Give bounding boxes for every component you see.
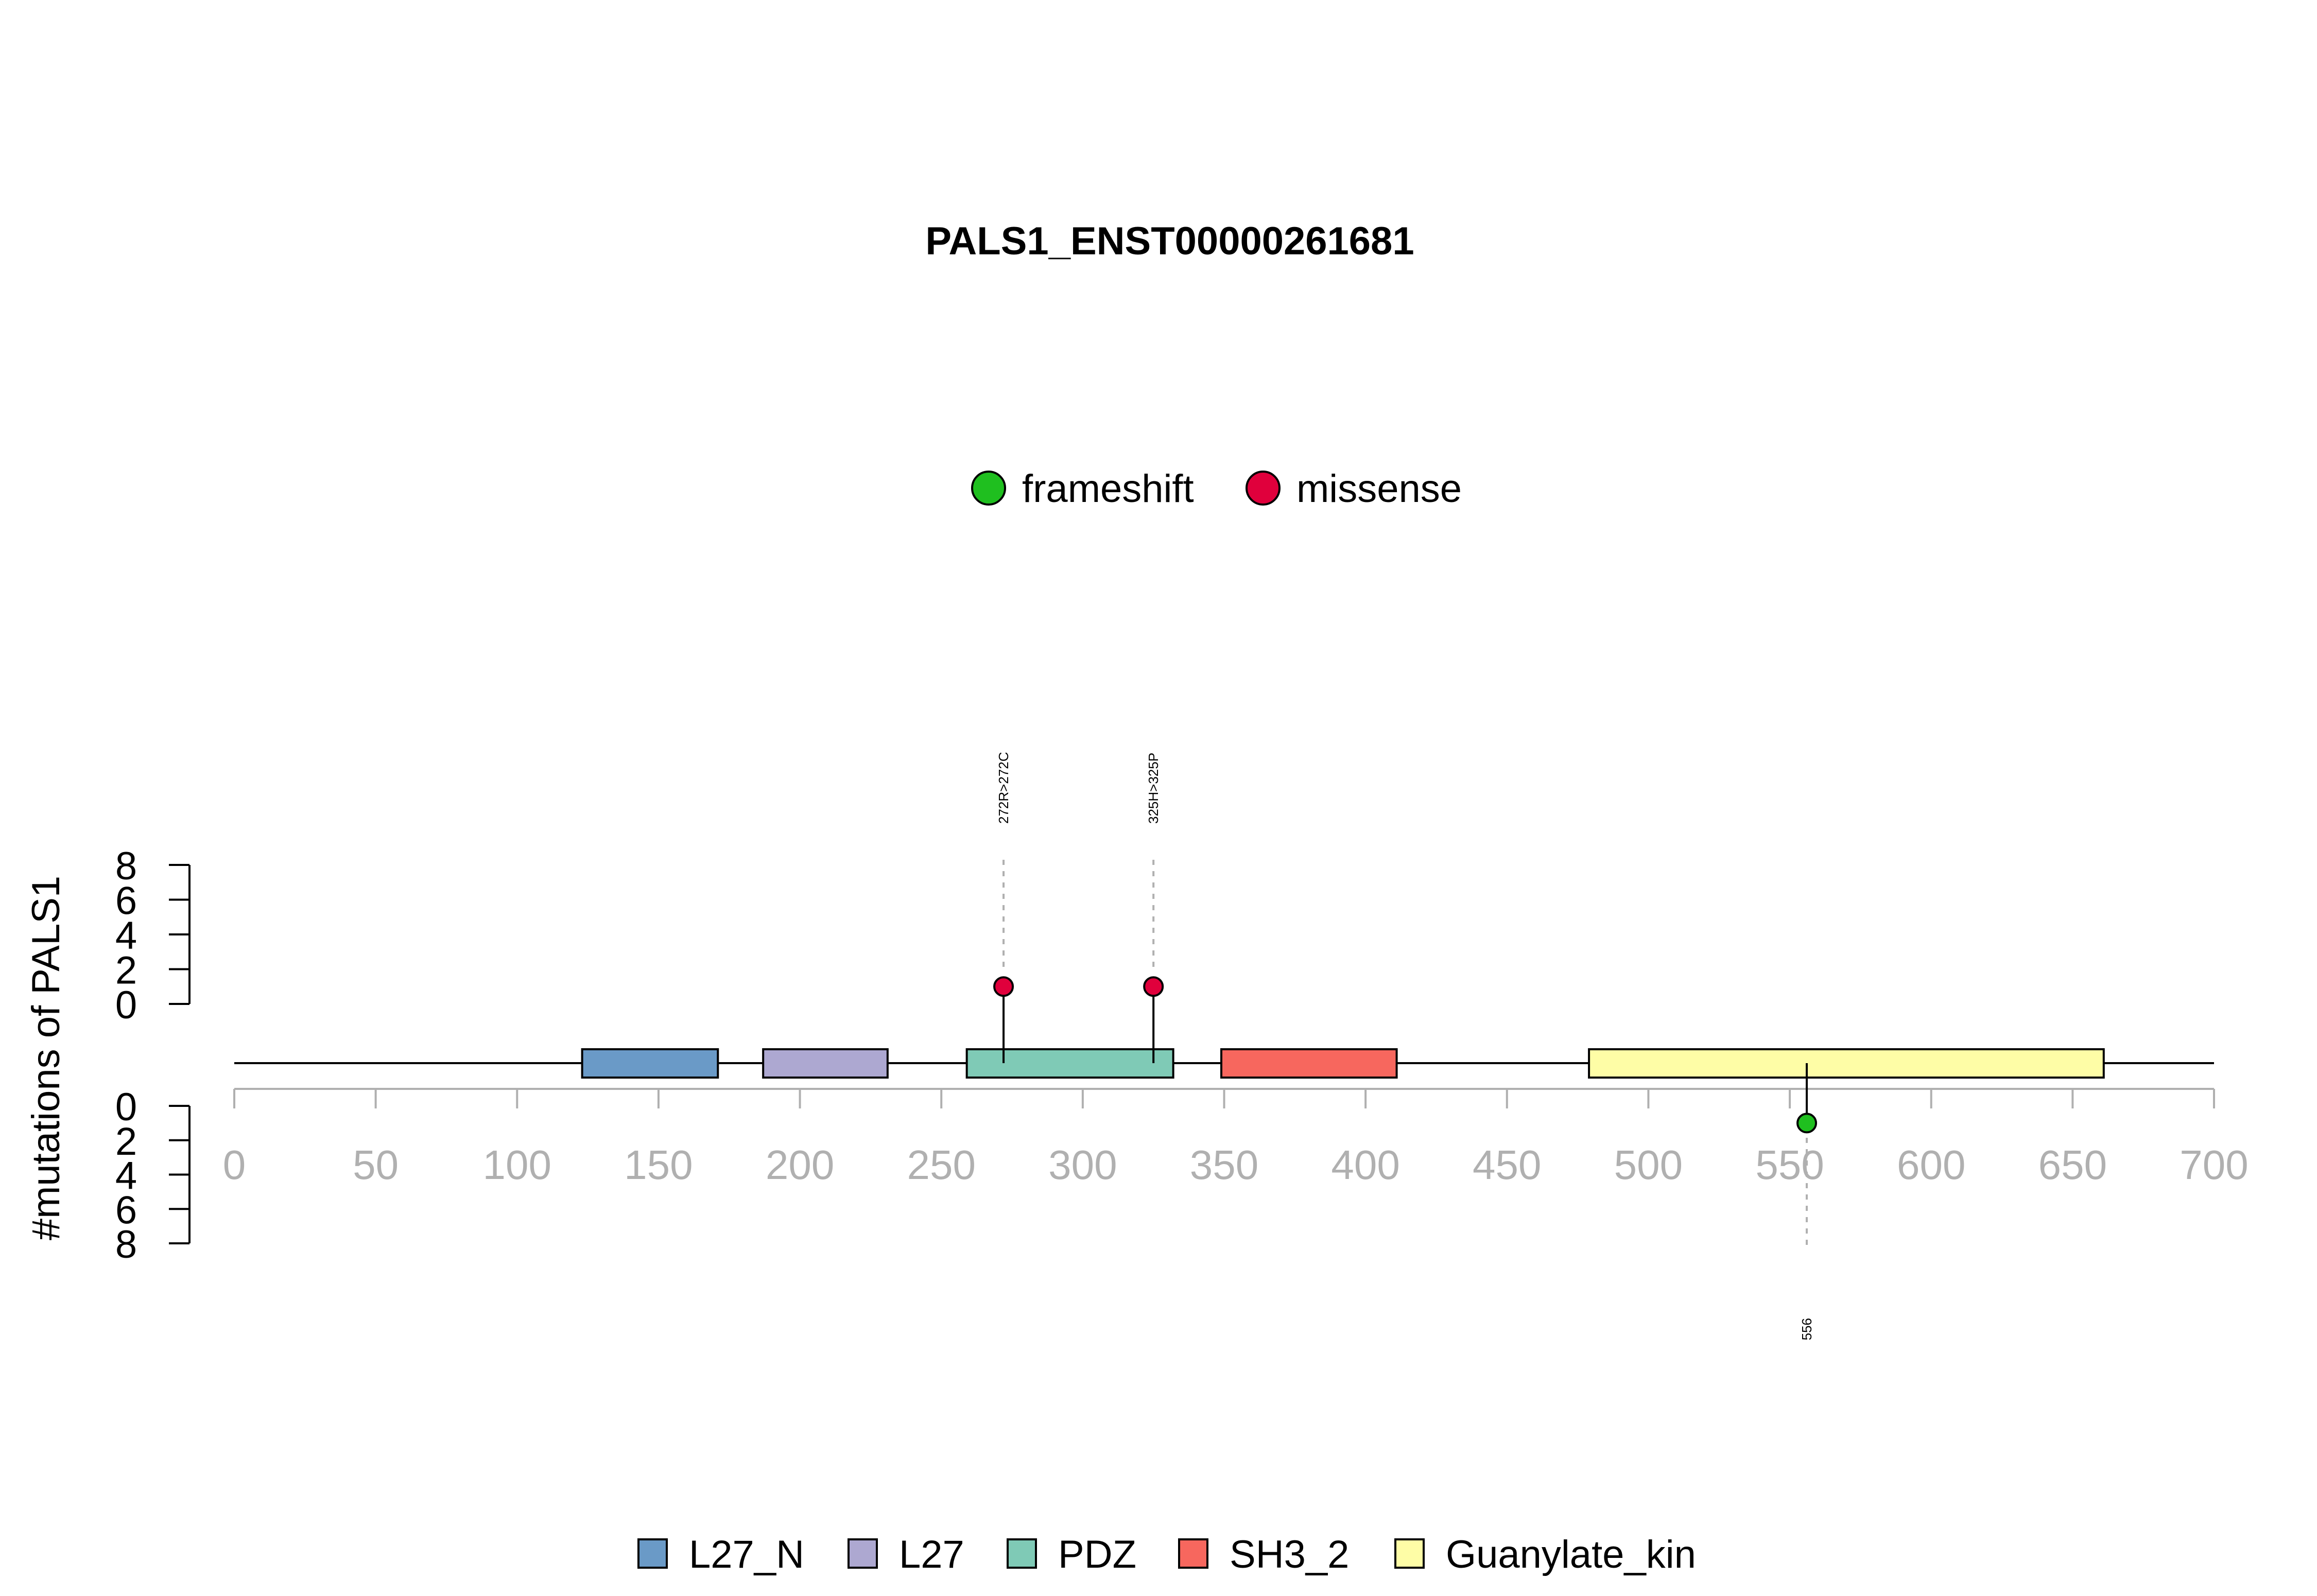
- domain-legend-swatch: [1394, 1538, 1425, 1569]
- domain-legend-swatch: [1007, 1538, 1037, 1569]
- domain-legend-label: PDZ: [1058, 1533, 1136, 1576]
- y-tick-label-bottom: 0: [115, 1085, 137, 1129]
- x-tick-label: 600: [1897, 1142, 1965, 1188]
- domain-track: [581, 1048, 2105, 1079]
- y-tick-label-bottom: 8: [115, 1223, 137, 1267]
- domain-guanylate-kin: [1588, 1048, 2105, 1079]
- mutation-272: 272R>272C: [993, 752, 1014, 1063]
- x-tick-label: 200: [766, 1142, 834, 1188]
- y-tick-label-top: 2: [115, 949, 137, 993]
- legend-label-missense: missense: [1296, 467, 1462, 511]
- mutation-lollipops: 272R>272C 325H>325P 556: [993, 752, 1818, 1340]
- y-tick-label-top: 0: [115, 983, 137, 1027]
- domain-legend: L27_N L27 PDZ SH3_2 Guanylate_kin: [637, 1533, 1696, 1576]
- legend-marker-missense: [1246, 471, 1281, 506]
- mutation-325: 325H>325P: [1143, 753, 1164, 1063]
- mutation-head: [1796, 1113, 1818, 1134]
- y-tick-label-bottom: 4: [115, 1154, 137, 1198]
- domain-l27: [762, 1048, 889, 1079]
- mutation-head: [1143, 976, 1164, 997]
- x-tick-label: 550: [1755, 1142, 1824, 1188]
- x-tick-label: 50: [353, 1142, 399, 1188]
- mutation-label: 556: [1799, 1318, 1814, 1340]
- domain-legend-swatch: [848, 1538, 878, 1569]
- x-tick-label: 150: [624, 1142, 693, 1188]
- mutation-label: 272R>272C: [996, 752, 1011, 824]
- y-tick-label-top: 6: [115, 879, 137, 923]
- domain-sh3-2: [1220, 1048, 1398, 1079]
- x-tick-label: 250: [907, 1142, 975, 1188]
- x-tick-label: 350: [1190, 1142, 1258, 1188]
- x-tick-label: 700: [2180, 1142, 2248, 1188]
- x-tick-label: 100: [483, 1142, 551, 1188]
- y-tick-label-bottom: 2: [115, 1120, 137, 1164]
- x-tick-label: 500: [1614, 1142, 1683, 1188]
- mutation-556: 556: [1796, 1063, 1818, 1340]
- domain-legend-swatch: [1178, 1538, 1208, 1569]
- mutation-head: [993, 976, 1014, 997]
- mutation-label: 325H>325P: [1146, 753, 1161, 824]
- domain-legend-label: SH3_2: [1230, 1533, 1349, 1576]
- mutation-type-legend: frameshift missense: [971, 467, 1462, 511]
- y-axis-label: #mutations of PALS1: [24, 876, 68, 1240]
- domain-legend-label: L27_N: [689, 1533, 804, 1576]
- y-tick-label-top: 4: [115, 914, 137, 958]
- domain-legend-label: Guanylate_kin: [1446, 1533, 1696, 1576]
- domain-legend-label: L27: [899, 1533, 964, 1576]
- chart-title: PALS1_ENST00000261681: [925, 219, 1414, 263]
- y-tick-label-top: 8: [115, 844, 137, 888]
- domain-l27-n: [581, 1048, 719, 1079]
- legend-label-frameshift: frameshift: [1022, 467, 1194, 511]
- domain-legend-swatch: [637, 1538, 668, 1569]
- x-axis: 0 50 100 150 200 250 300 350 400 450 500 550 600 650 7…: [223, 1088, 2249, 1188]
- x-tick-label: 400: [1331, 1142, 1399, 1188]
- x-tick-label: 0: [223, 1142, 246, 1188]
- y-tick-label-bottom: 6: [115, 1188, 137, 1232]
- x-tick-label: 300: [1048, 1142, 1117, 1188]
- legend-marker-frameshift: [971, 471, 1006, 506]
- x-tick-label: 650: [2038, 1142, 2107, 1188]
- domain-pdz: [965, 1048, 1174, 1079]
- x-tick-label: 450: [1473, 1142, 1541, 1188]
